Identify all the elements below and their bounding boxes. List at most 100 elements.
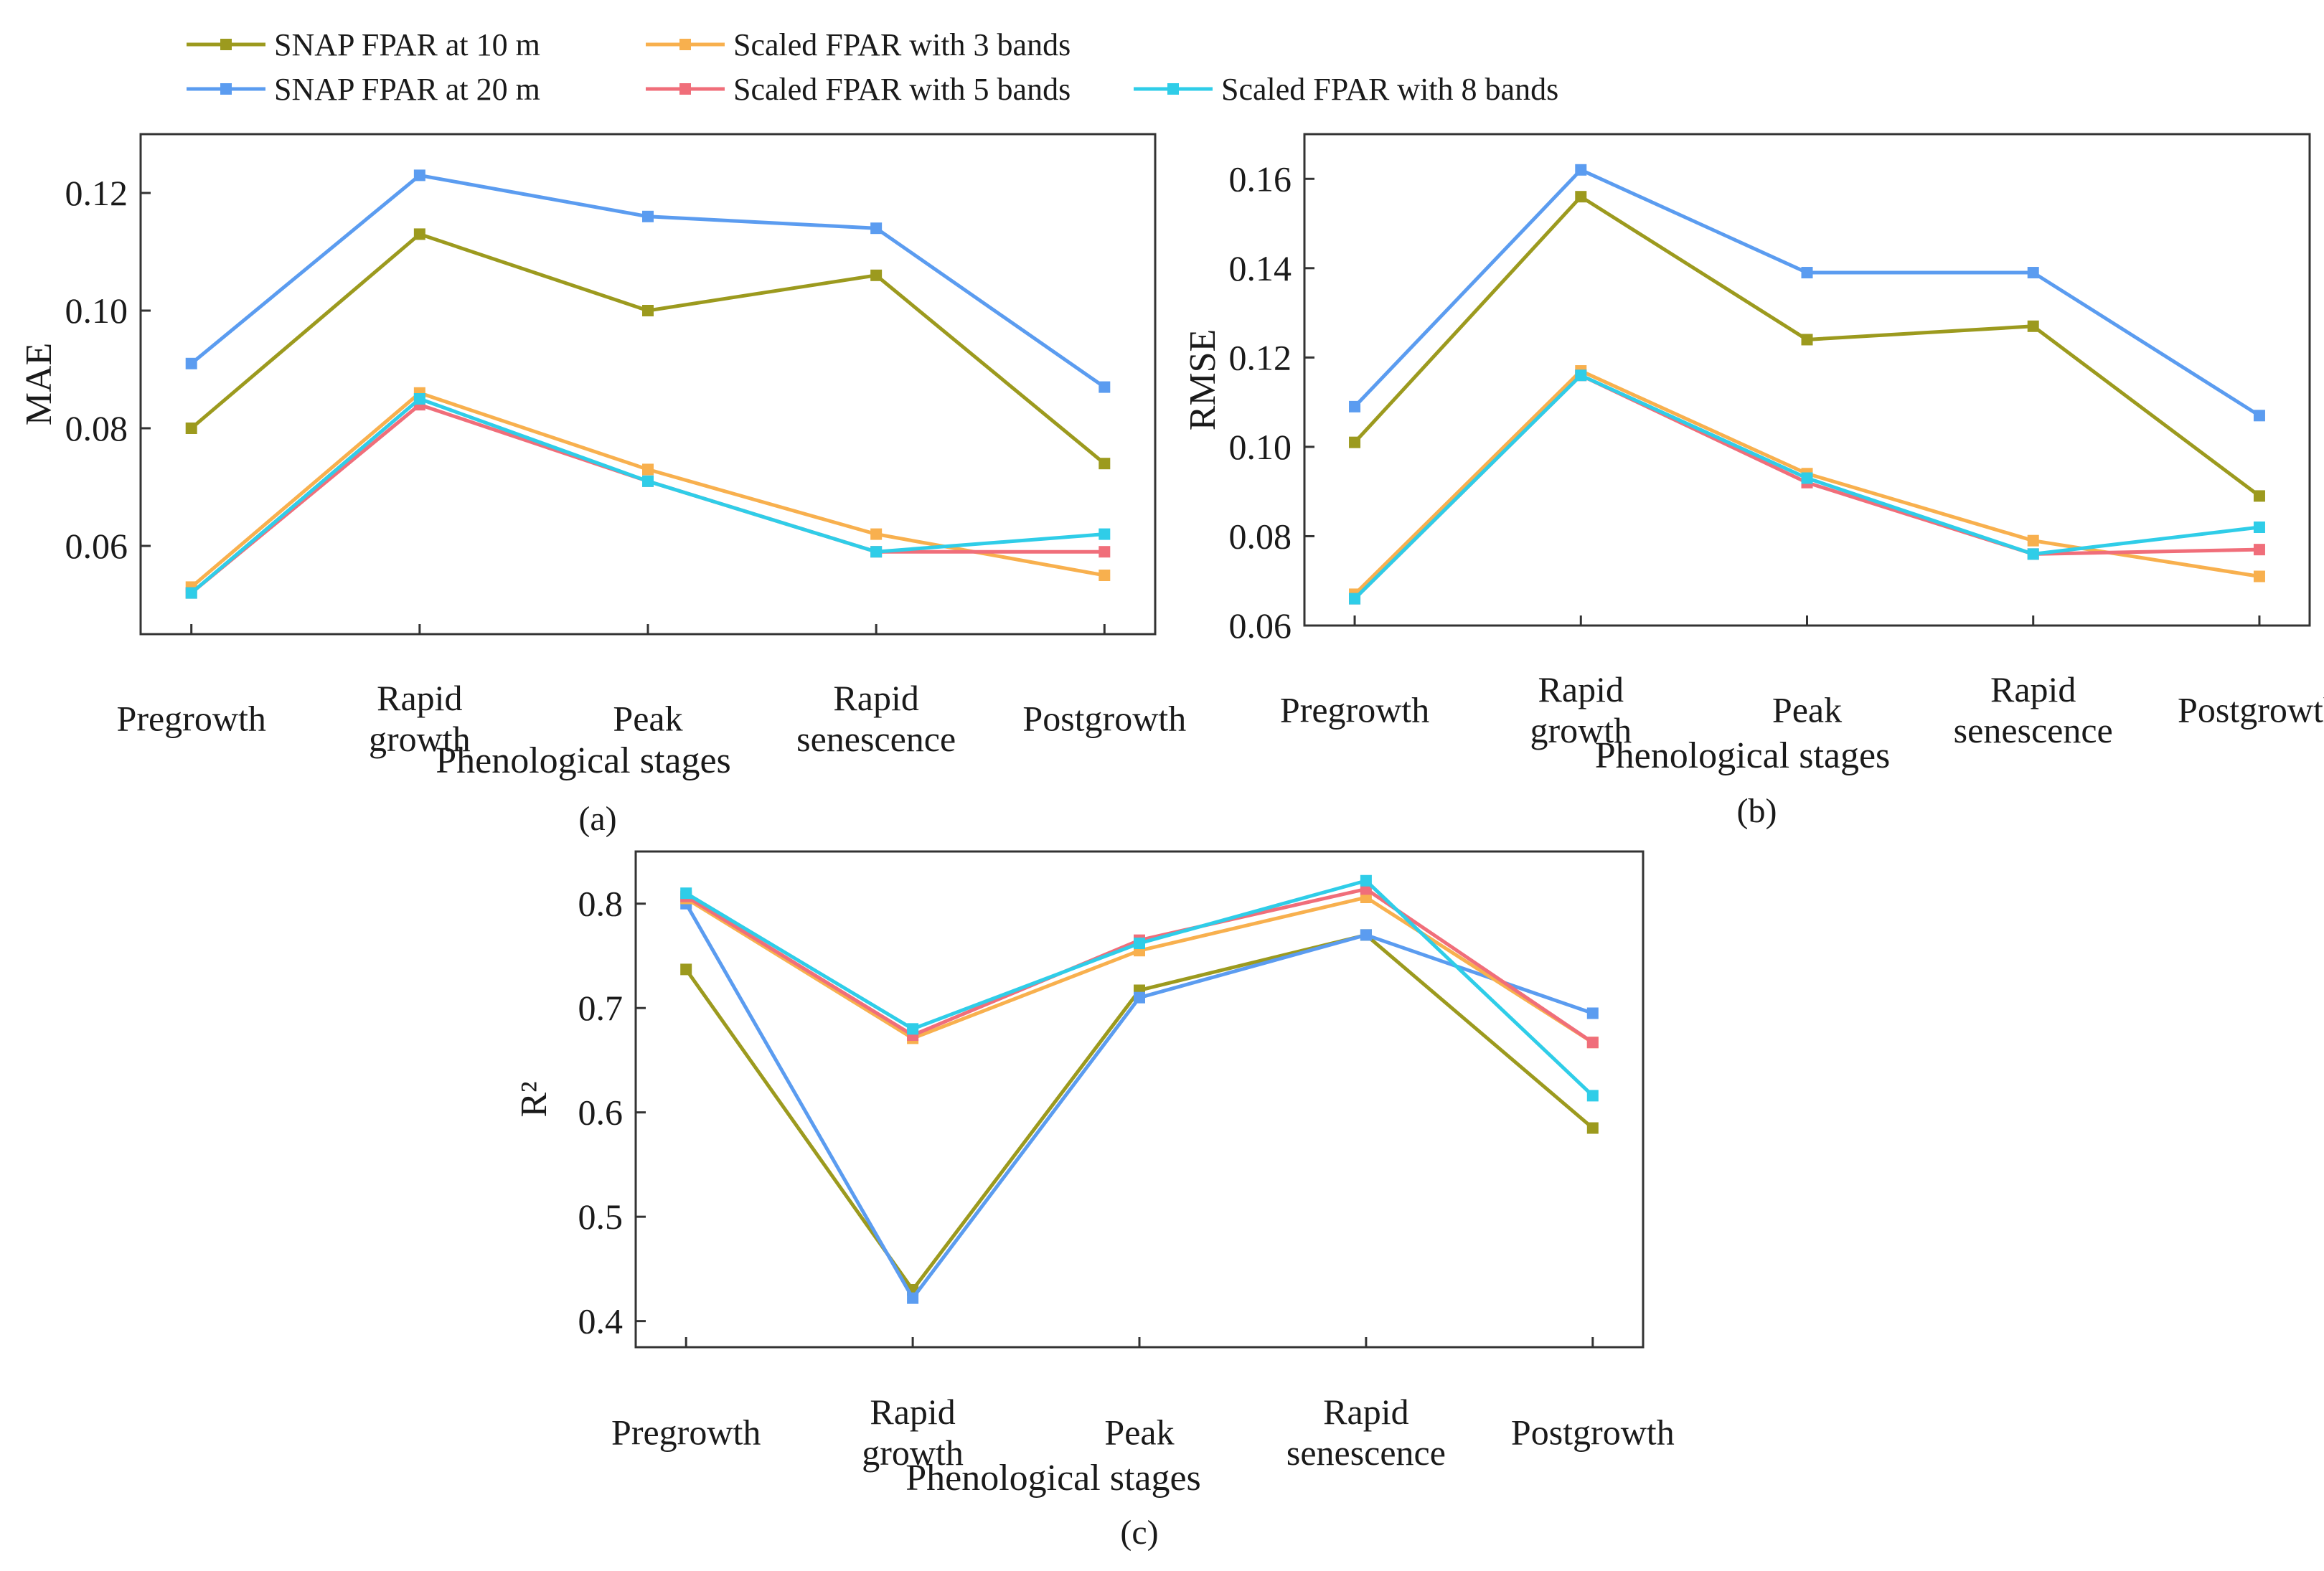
x-tick-label-line: Rapid — [870, 1392, 955, 1432]
x-tick-label-peak: Peak — [613, 699, 682, 739]
panel-label: (b) — [1737, 792, 1777, 830]
data-point — [1801, 267, 1813, 279]
legend-item-snap-fpar-at-20-m: SNAP FPAR at 20 m — [187, 72, 540, 107]
data-point — [1349, 400, 1361, 412]
data-point — [680, 887, 692, 900]
data-point — [870, 546, 883, 558]
x-tick-label-line: senescence — [1954, 710, 2113, 750]
x-tick-label-line: Pregrowth — [117, 699, 266, 739]
data-point — [870, 269, 883, 281]
series-line — [190, 173, 1106, 389]
data-point — [2253, 490, 2265, 502]
data-point — [1801, 334, 1813, 346]
data-point — [642, 463, 654, 476]
x-tick-label-line: senescence — [1286, 1433, 1446, 1473]
data-point — [1099, 570, 1111, 581]
data-point — [185, 357, 197, 369]
data-point — [413, 393, 425, 405]
legend-item-scaled-fpar-with-8-bands: Scaled FPAR with 8 bands — [1134, 72, 1558, 107]
series-line — [1353, 194, 2261, 498]
data-point — [1099, 381, 1111, 393]
series-line — [190, 232, 1106, 466]
data-point — [642, 475, 654, 487]
data-point — [642, 210, 654, 222]
data-point — [1349, 436, 1361, 448]
legend-label: Scaled FPAR with 5 bands — [733, 72, 1071, 107]
data-point — [185, 587, 197, 599]
data-point — [413, 169, 425, 181]
x-tick-label-line: Pregrowth — [1280, 690, 1429, 730]
series-line — [685, 902, 1594, 1301]
y-tick-label: 0.7 — [578, 988, 624, 1028]
series-snap-fpar-at-20-m — [185, 169, 1111, 393]
data-point — [1360, 929, 1372, 941]
x-tick-label-line: Postgrowth — [1511, 1412, 1675, 1453]
series-line — [190, 391, 1105, 589]
x-tick-label-pregrowth: Pregrowth — [611, 1412, 761, 1453]
y-tick-label: 0.6 — [578, 1093, 624, 1133]
y-tick-label: 0.08 — [65, 408, 128, 448]
x-tick-label-line: Pregrowth — [611, 1412, 761, 1453]
data-point — [1134, 991, 1145, 1004]
data-point — [185, 423, 197, 434]
data-point — [2027, 534, 2039, 547]
x-tick-label-line: Peak — [1772, 690, 1842, 730]
y-tick-label: 0.06 — [65, 526, 128, 566]
legend: SNAP FPAR at 10 m Scaled FPAR with 3 band… — [187, 27, 1558, 107]
x-tick-label-line: growth — [369, 719, 471, 759]
data-point — [2253, 570, 2265, 582]
series-scaled-fpar-with-8-bands — [680, 874, 1599, 1102]
panel-label: (a) — [578, 800, 616, 838]
y-tick-label: 0.10 — [1229, 427, 1292, 467]
legend-label: Scaled FPAR with 8 bands — [1221, 72, 1558, 107]
series-scaled-fpar-with-8-bands — [185, 393, 1111, 599]
y-axis-title: R² — [514, 1081, 555, 1117]
data-point — [1099, 458, 1111, 470]
panel-label: (c) — [1120, 1514, 1158, 1552]
data-point — [1586, 1037, 1599, 1049]
data-point — [1134, 938, 1145, 950]
x-tick-label-line: growth — [1530, 710, 1632, 750]
data-point — [1349, 593, 1361, 605]
x-tick-label-line: senescence — [796, 719, 956, 759]
legend-swatch-marker — [220, 83, 232, 95]
data-point — [413, 228, 425, 240]
legend-item-scaled-fpar-with-5-bands: Scaled FPAR with 5 bands — [646, 72, 1071, 107]
data-point — [1586, 1090, 1599, 1102]
x-tick-label-line: Rapid — [1323, 1392, 1408, 1432]
data-point — [680, 963, 692, 976]
x-tick-label-line: Rapid — [833, 678, 918, 718]
data-point — [1575, 369, 1587, 382]
data-point — [1586, 1007, 1599, 1019]
data-point — [1099, 546, 1111, 558]
y-tick-label: 0.16 — [1229, 159, 1292, 199]
panel-c-r2-chart: 0.40.50.60.70.8PregrowthRapidgrowthPeakR… — [514, 850, 1675, 1552]
data-point — [2253, 410, 2265, 422]
legend-swatch-marker — [1167, 83, 1179, 95]
data-point — [2027, 548, 2039, 560]
x-tick-label-line: Rapid — [1990, 669, 2076, 709]
series-scaled-fpar-with-5-bands — [185, 399, 1111, 599]
data-point — [2027, 267, 2039, 279]
x-tick-label-postgrowth: Postgrowth — [1511, 1412, 1675, 1453]
data-point — [907, 1023, 919, 1035]
x-tick-label-peak: Peak — [1104, 1412, 1174, 1453]
y-tick-label: 0.12 — [65, 173, 128, 213]
x-axis-title: Phenological stages — [436, 740, 731, 781]
y-tick-label: 0.06 — [1229, 605, 1292, 646]
data-point — [1099, 528, 1111, 540]
y-tick-label: 0.4 — [578, 1301, 624, 1341]
series-snap-fpar-at-10-m — [185, 228, 1111, 470]
y-tick-label: 0.8 — [578, 884, 624, 924]
x-axis-title: Phenological stages — [1595, 735, 1891, 776]
series-scaled-fpar-with-5-bands — [680, 883, 1599, 1049]
series-snap-fpar-at-20-m — [1349, 164, 2265, 422]
data-point — [2027, 320, 2039, 332]
plot-area-frame — [634, 850, 1645, 1349]
x-tick-label-line: Rapid — [1538, 669, 1624, 709]
x-tick-label-line: Postgrowth — [1022, 699, 1186, 739]
legend-item-scaled-fpar-with-3-bands: Scaled FPAR with 3 bands — [646, 27, 1071, 62]
